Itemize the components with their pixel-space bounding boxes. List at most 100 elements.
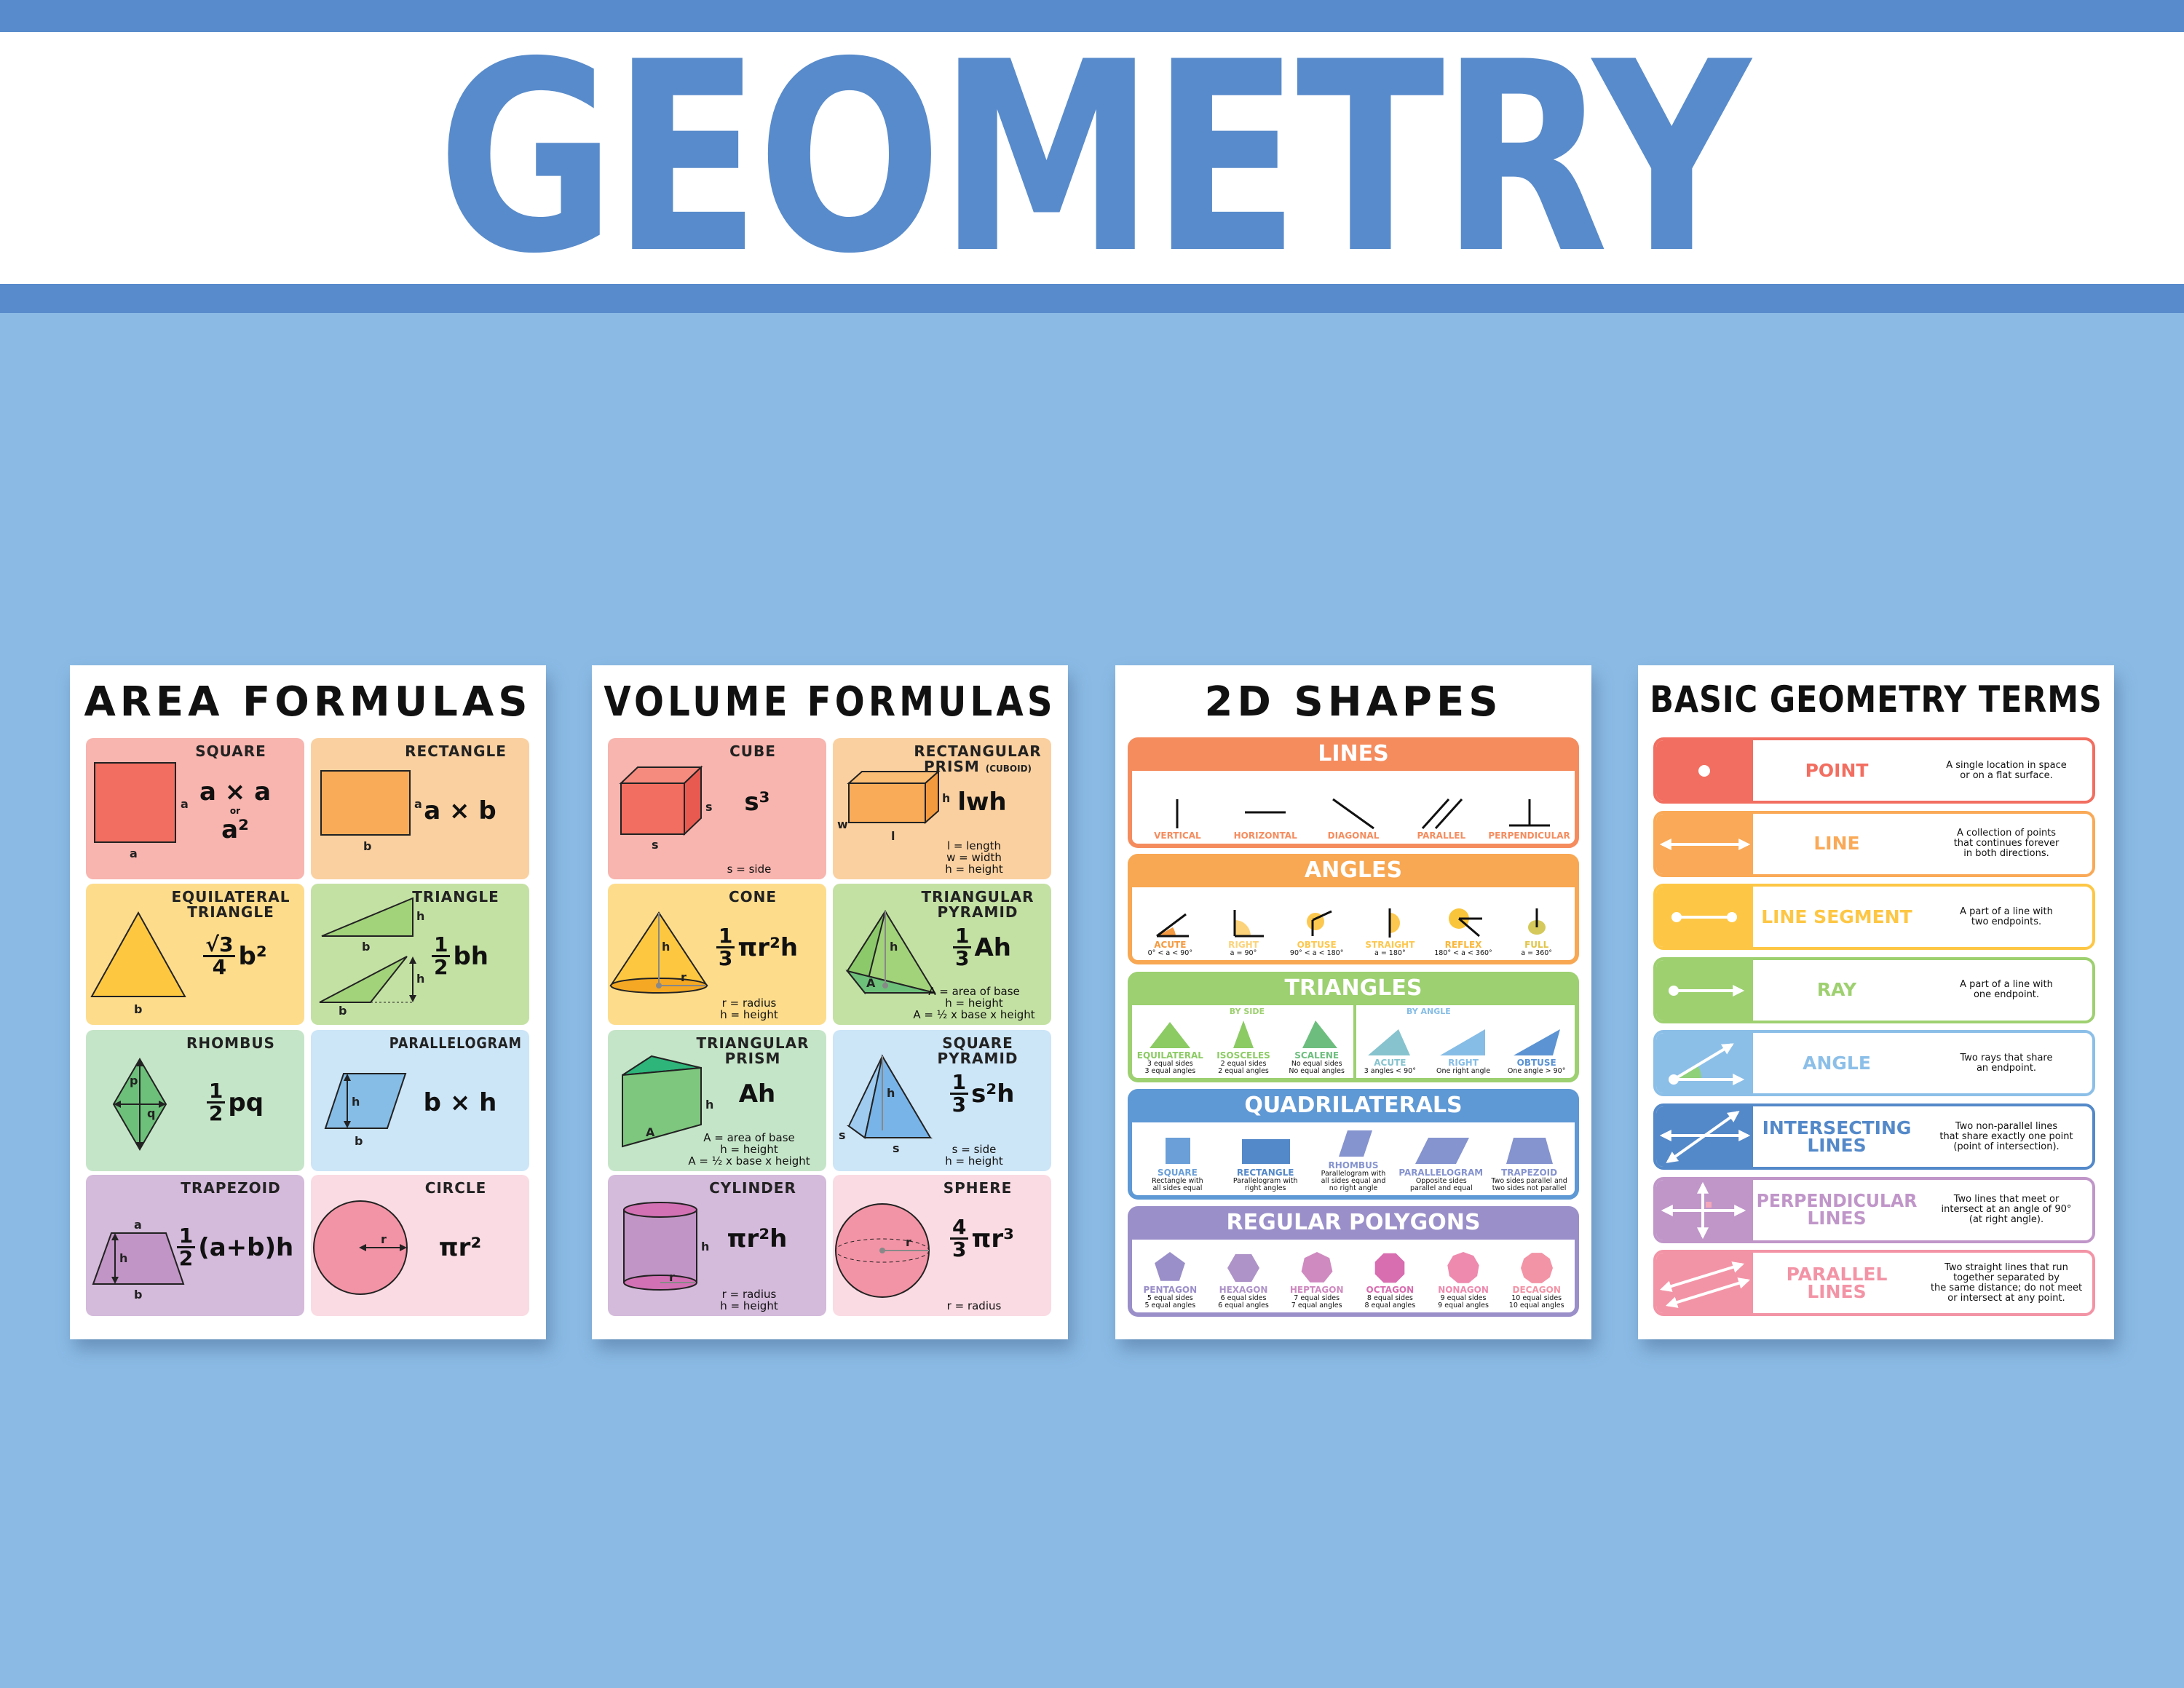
dimension-label: q bbox=[147, 1106, 155, 1120]
shape-label: RIGHT bbox=[1228, 940, 1259, 950]
formula-expression: πr²h bbox=[727, 1224, 788, 1253]
card-title: TRIANGLE bbox=[387, 889, 525, 905]
numerator: 4 bbox=[949, 1217, 969, 1240]
shape-item: TRAPEZOID Two sides parallel and two sides… bbox=[1485, 1133, 1573, 1192]
formula-text: a × b bbox=[424, 796, 496, 825]
tri-obtuse-icon bbox=[1513, 1029, 1560, 1055]
formula-card-sq-pyramid: h s s SQUARE PYRAMID 1 3 s²h s = side h = height bbox=[833, 1030, 1051, 1171]
dimension-label: l bbox=[891, 829, 895, 843]
equilateral-diagram: b bbox=[90, 911, 186, 1016]
formula-text: pq bbox=[228, 1087, 264, 1117]
dimension-label: s bbox=[705, 800, 713, 814]
shape-description: 0° < a < 90° bbox=[1147, 949, 1193, 957]
shape-label: OBTUSE bbox=[1297, 940, 1337, 950]
definition-line: that continues forever bbox=[1953, 838, 2060, 849]
denominator: 2 bbox=[433, 955, 448, 979]
formula-card-equilateral: b EQUILATERAL TRIANGLE √3 4 b² bbox=[86, 884, 304, 1025]
definition-lines: Two straight lines that run together sepa… bbox=[1923, 1261, 2089, 1304]
variable-notes: r = radius bbox=[901, 1300, 1047, 1312]
subsection-title: BY ANGLE bbox=[1406, 1007, 1451, 1016]
term-name-lines: PARALLEL LINES bbox=[1753, 1265, 1920, 1302]
card-title-text: RECTANGLE bbox=[405, 742, 507, 760]
card-title-text: RECTANGULAR PRISM bbox=[914, 742, 1042, 775]
shape-item: OBTUSE One angle > 90° bbox=[1500, 1023, 1573, 1075]
dimension-label: r bbox=[669, 1270, 675, 1284]
section-title: REGULAR POLYGONS bbox=[1226, 1210, 1481, 1235]
formula-card-cuboid: h w l RECTANGULAR PRISM (CUBOID) lwh l = leng… bbox=[833, 738, 1051, 879]
tri-right-icon bbox=[1440, 1029, 1486, 1055]
card-title-text: CUBE bbox=[729, 742, 776, 760]
card-title: CYLINDER bbox=[684, 1181, 822, 1196]
formula-card-sphere: r SPHERE 4 3 πr³ r = radius bbox=[833, 1175, 1051, 1316]
term-icon-block bbox=[1656, 1253, 1753, 1314]
cone-diagram: hr bbox=[609, 911, 708, 994]
definition-lines: Two lines that meet or intersect at an an… bbox=[1923, 1194, 2089, 1225]
term-definition: Two non-parallel lines that share exactly… bbox=[1920, 1106, 2092, 1167]
shape-description: a = 180° bbox=[1374, 949, 1406, 957]
shape-description: One angle > 90° bbox=[1507, 1067, 1566, 1075]
note-line: h = height bbox=[945, 1154, 1003, 1168]
formula-expression: s³ bbox=[744, 788, 769, 817]
quad-parallelogram-icon bbox=[1415, 1138, 1469, 1164]
note-line: A = area of base bbox=[703, 1131, 795, 1144]
shape-description: Parallelogram with bbox=[1233, 1177, 1298, 1185]
shape-label: HEXAGON bbox=[1219, 1285, 1268, 1295]
term-row-line: LINE A collection of points that continues… bbox=[1653, 810, 2095, 877]
formula-text: s²h bbox=[971, 1079, 1015, 1109]
formula: πr² bbox=[398, 1213, 522, 1282]
shape-description: 90° < a < 180° bbox=[1289, 949, 1344, 957]
shape-label: OCTAGON bbox=[1366, 1285, 1415, 1295]
term-name-lines: INTERSECTING LINES bbox=[1753, 1117, 1920, 1154]
term-name: INTERSECTING LINES bbox=[1753, 1106, 1920, 1167]
shape-description: 180° < a < 360° bbox=[1434, 949, 1492, 957]
term-definition: Two straight lines that run together sepa… bbox=[1920, 1253, 2092, 1313]
term-definition: A part of a line with one endpoint. bbox=[1920, 960, 2092, 1021]
term-line: LINES bbox=[1807, 1280, 1867, 1302]
dimension-label: b bbox=[339, 1004, 347, 1018]
definition-line: an endpoint. bbox=[1976, 1062, 2037, 1074]
definition-line: intersect at an angle of 90° bbox=[1941, 1204, 2072, 1216]
formula-expression: a × b bbox=[424, 796, 496, 825]
section-body: VERTICAL HORIZONTAL DIAGONAL PARALLEL PERPEN… bbox=[1132, 771, 1575, 844]
note-line: h = height bbox=[720, 1008, 778, 1021]
section-lines: LINES VERTICAL HORIZONTAL DIAGONAL PARALLEL P… bbox=[1128, 737, 1579, 848]
shape-label: HORIZONTAL bbox=[1233, 831, 1297, 841]
term-line: LINE SEGMENT bbox=[1761, 906, 1912, 927]
triangle-diagram: h b h b bbox=[319, 897, 424, 1018]
formula-card-cone: h r CONE 1 3 πr²h r = radius h = height bbox=[608, 884, 826, 1025]
term-definition: A collection of points that continues for… bbox=[1920, 814, 2092, 874]
formula: Ah bbox=[695, 1059, 819, 1128]
shape-description: 8 equal sides bbox=[1366, 1294, 1413, 1302]
numerator: 1 bbox=[176, 1226, 196, 1248]
shape-label: SCALENE bbox=[1294, 1050, 1340, 1061]
intersecting-lines-icon bbox=[1659, 1111, 1751, 1163]
note-line: l = length bbox=[946, 839, 1002, 852]
term-icon-block bbox=[1656, 813, 1753, 874]
formula-text: πr²h bbox=[727, 1224, 788, 1253]
ray-icon bbox=[1669, 984, 1745, 996]
note-line: s = side bbox=[951, 1143, 997, 1156]
definition-line: Two straight lines that run bbox=[1944, 1261, 2068, 1273]
shape-description: 5 equal sides bbox=[1147, 1294, 1193, 1302]
shape-item: NONAGON 9 equal sides 9 equal angles bbox=[1427, 1251, 1500, 1309]
numerator: 1 bbox=[716, 926, 735, 948]
dimension-label: A bbox=[866, 976, 876, 990]
numerator: 1 bbox=[952, 926, 972, 948]
tri-pyramid-diagram: hA bbox=[845, 910, 937, 995]
variable-notes: s = side bbox=[676, 863, 822, 875]
bottom-stripe bbox=[0, 284, 2184, 313]
term-name: LINE bbox=[1753, 814, 1920, 874]
term-icon-block bbox=[1656, 887, 1753, 948]
shape-description: No equal angles bbox=[1289, 1067, 1345, 1075]
shape-label: PENTAGON bbox=[1143, 1285, 1198, 1295]
shape-label: PERPENDICULAR bbox=[1488, 831, 1570, 841]
shape-item: ACUTE 0° < a < 90° bbox=[1133, 906, 1207, 957]
heptagon-icon bbox=[1301, 1252, 1333, 1283]
term-line: INTERSECTING bbox=[1762, 1117, 1912, 1138]
formula: 1 3 Ah bbox=[920, 913, 1044, 982]
definition-line: A part of a line with bbox=[1960, 906, 2053, 917]
card-title-text: TRIANGULAR PRISM bbox=[696, 1034, 810, 1067]
definition-lines: Two rays that share an endpoint. bbox=[1923, 1053, 2089, 1074]
section-title: QUADRILATERALS bbox=[1244, 1093, 1463, 1118]
